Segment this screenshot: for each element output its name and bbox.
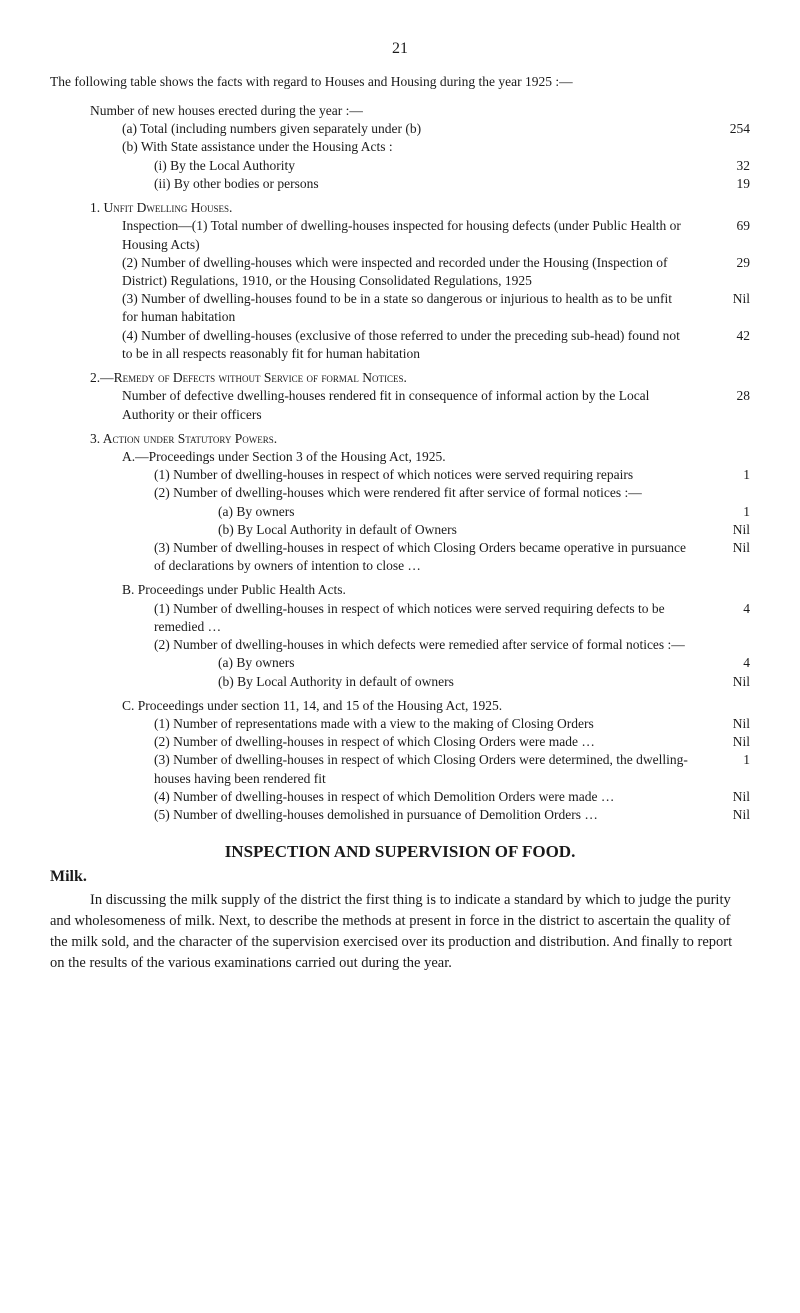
line-value: Nil [710,733,750,751]
report-line: (2) Number of dwelling-houses which were… [50,254,750,290]
line-label: (1) Number of dwelling-houses in respect… [154,600,710,636]
line-label: (ii) By other bodies or persons [154,175,710,193]
report-line: C. Proceedings under section 11, 14, and… [50,697,750,715]
line-label: (2) Number of dwelling-houses which were… [122,254,710,290]
page: 21 The following table shows the facts w… [0,0,800,1014]
line-label: A.—Proceedings under Section 3 of the Ho… [122,448,710,466]
line-label: (a) By owners [218,654,710,672]
line-value: Nil [710,715,750,733]
report-line: B. Proceedings under Public Health Acts. [50,581,750,599]
line-value: Nil [710,806,750,824]
report-line: (5) Number of dwelling-houses demolished… [50,806,750,824]
line-label: (3) Number of dwelling-houses in respect… [154,539,710,575]
line-value: Nil [710,539,750,557]
line-label: 1. Unfit Dwelling Houses. [90,199,710,217]
report-line: (a) Total (including numbers given separ… [50,120,750,138]
report-line: (a) By owners1 [50,503,750,521]
line-label: (3) Number of dwelling-houses in respect… [154,751,710,787]
line-value: 29 [710,254,750,272]
line-label: Number of defective dwelling-houses rend… [122,387,710,423]
line-value: 4 [710,600,750,618]
line-value: 69 [710,217,750,235]
report-line: (2) Number of dwelling-houses in which d… [50,636,750,654]
report-line: Inspection—(1) Total number of dwelling-… [50,217,750,253]
line-label: (i) By the Local Authority [154,157,710,175]
line-label: (4) Number of dwelling-houses in respect… [154,788,710,806]
line-value: 28 [710,387,750,405]
report-line: (i) By the Local Authority32 [50,157,750,175]
line-label: 2.—Remedy of Defects without Service of … [90,369,710,387]
line-label: (b) By Local Authority in default of own… [218,673,710,691]
line-value: 19 [710,175,750,193]
line-value: Nil [710,673,750,691]
report-line: 2.—Remedy of Defects without Service of … [50,369,750,387]
section-heading: INSPECTION AND SUPERVISION OF FOOD. [50,842,750,862]
line-label: (a) By owners [218,503,710,521]
page-number: 21 [50,40,750,58]
report-line: (2) Number of dwelling-houses which were… [50,484,750,502]
line-value: 1 [710,503,750,521]
report-line: (b) With State assistance under the Hous… [50,138,750,156]
statutory-list: Number of new houses erected during the … [50,102,750,824]
report-line: (ii) By other bodies or persons19 [50,175,750,193]
line-label: (5) Number of dwelling-houses demolished… [154,806,710,824]
line-value: Nil [710,521,750,539]
line-label: 3. Action under Statutory Powers. [90,430,710,448]
line-label: (b) With State assistance under the Hous… [122,138,710,156]
intro-line: The following table shows the facts with… [50,74,750,90]
report-line: 3. Action under Statutory Powers. [50,430,750,448]
report-line: (4) Number of dwelling-houses (exclusive… [50,327,750,363]
line-label: (2) Number of dwelling-houses in respect… [154,733,710,751]
report-line: A.—Proceedings under Section 3 of the Ho… [50,448,750,466]
report-line: (3) Number of dwelling-houses found to b… [50,290,750,326]
line-label: (a) Total (including numbers given separ… [122,120,710,138]
line-label: (3) Number of dwelling-houses found to b… [122,290,710,326]
line-label: (b) By Local Authority in default of Own… [218,521,710,539]
report-line: (3) Number of dwelling-houses in respect… [50,539,750,575]
milk-heading: Milk. [50,868,750,886]
line-value: 4 [710,654,750,672]
report-line: (2) Number of dwelling-houses in respect… [50,733,750,751]
line-value: Nil [710,290,750,308]
report-line: (a) By owners4 [50,654,750,672]
line-label: B. Proceedings under Public Health Acts. [122,581,710,599]
report-line: (b) By Local Authority in default of own… [50,673,750,691]
report-line: (b) By Local Authority in default of Own… [50,521,750,539]
line-value: Nil [710,788,750,806]
report-line: (4) Number of dwelling-houses in respect… [50,788,750,806]
line-value: 32 [710,157,750,175]
line-label: (4) Number of dwelling-houses (exclusive… [122,327,710,363]
report-line: (1) Number of dwelling-houses in respect… [50,466,750,484]
milk-paragraph: In discussing the milk supply of the dis… [50,890,750,974]
line-label: (2) Number of dwelling-houses which were… [154,484,710,502]
report-line: (3) Number of dwelling-houses in respect… [50,751,750,787]
line-value: 1 [710,466,750,484]
report-line: Number of defective dwelling-houses rend… [50,387,750,423]
line-value: 1 [710,751,750,769]
line-value: 254 [710,120,750,138]
line-value: 42 [710,327,750,345]
line-label: Inspection—(1) Total number of dwelling-… [122,217,710,253]
line-label: (1) Number of representations made with … [154,715,710,733]
line-label: C. Proceedings under section 11, 14, and… [122,697,710,715]
line-label: Number of new houses erected during the … [90,102,710,120]
report-line: Number of new houses erected during the … [50,102,750,120]
report-line: (1) Number of representations made with … [50,715,750,733]
line-label: (2) Number of dwelling-houses in which d… [154,636,710,654]
report-line: (1) Number of dwelling-houses in respect… [50,600,750,636]
report-line: 1. Unfit Dwelling Houses. [50,199,750,217]
line-label: (1) Number of dwelling-houses in respect… [154,466,710,484]
